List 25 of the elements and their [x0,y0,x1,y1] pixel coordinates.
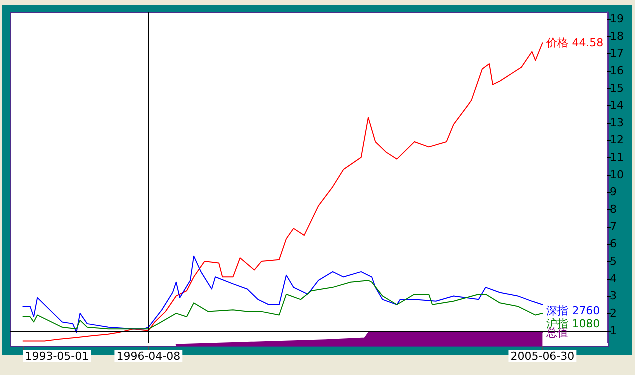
y-tick-label: 1 [610,324,617,338]
y-tick-label: 16 [610,64,624,78]
y-tick-label: 10 [610,168,624,182]
x-tick-label: 2005-06-30 [510,350,575,363]
y-tick-label: 2 [610,307,617,320]
y-tick-label: 15 [610,82,624,95]
series-label: 价格 44.58 [546,36,604,50]
y-tick-label: 9 [610,186,617,199]
y-tick-label: 18 [610,30,624,43]
y-tick-label: 19 [610,12,624,26]
y-tick-label: 5 [610,255,617,268]
y-tick-label: 13 [610,116,624,130]
y-tick-label: 11 [610,151,624,164]
y-tick-label: 17 [610,47,624,60]
series-label: 沪指 1080 [546,317,600,330]
y-tick-label: 8 [610,203,617,216]
series-label: 深指 2760 [546,304,600,318]
x-tick-label: 1996-04-08 [116,350,181,363]
y-tick-label: 3 [610,290,617,303]
y-tick-label: 4 [610,272,617,286]
y-tick-label: 6 [610,238,617,251]
y-tick-label: 12 [610,134,624,147]
y-tick-label: 14 [610,99,624,112]
y-tick-label: 7 [610,220,617,234]
x-tick-label: 1993-05-01 [25,350,90,363]
